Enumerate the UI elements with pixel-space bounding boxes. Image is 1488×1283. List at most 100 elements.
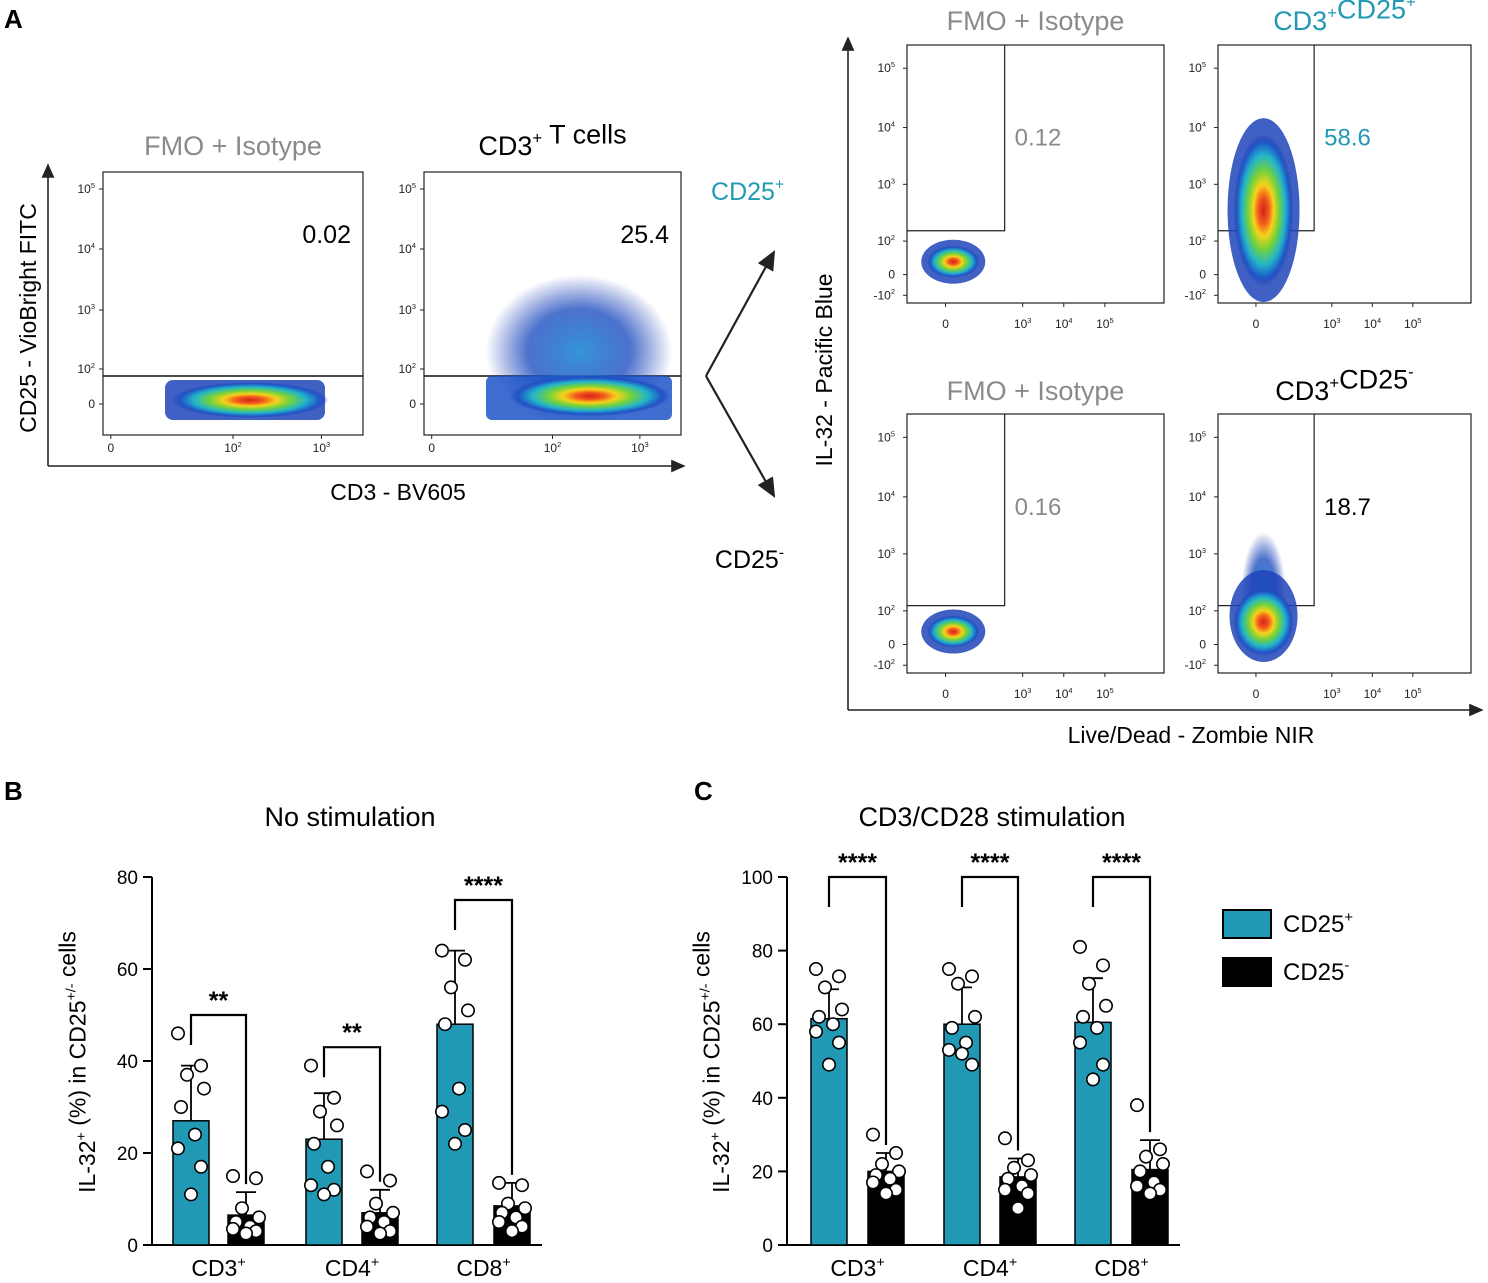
data-point	[1010, 1201, 1025, 1216]
y-tick-label: 102	[1189, 603, 1207, 618]
x-tick-label: 102	[224, 440, 242, 455]
data-point	[1086, 1072, 1101, 1087]
y-tick-label: 104	[78, 241, 96, 256]
gate-box	[907, 45, 1006, 232]
gate-percentage: 0.02	[302, 221, 351, 249]
data-point	[865, 1175, 880, 1190]
branch-label-cd25pos: CD25+	[711, 177, 784, 207]
y-tick-label: 105	[878, 60, 896, 75]
data-point	[1073, 939, 1088, 954]
y-tick-label: 104	[1189, 489, 1207, 504]
y-tick-label: -102	[1185, 657, 1206, 672]
gate-percentage: 18.7	[1324, 494, 1371, 521]
y-tick-label: 103	[78, 302, 96, 317]
data-point	[368, 1196, 383, 1211]
flow-plot-right-1: FMO + Isotype 0.12 105 104 103 102 0 -102 0 103 10…	[874, 6, 1165, 331]
significance-stars: ****	[838, 849, 877, 877]
data-point	[888, 1146, 903, 1161]
gate-box	[907, 414, 1006, 607]
plot-title: CD3+CD25-	[1275, 362, 1413, 406]
significance-bracket	[1091, 875, 1152, 1133]
y-tick-label: 0	[1199, 268, 1206, 282]
legend: CD25+ CD25-	[1222, 909, 1353, 987]
y-tick-label: 80	[117, 868, 138, 889]
data-point	[865, 1127, 880, 1142]
data-point	[320, 1159, 335, 1174]
data-point	[188, 1127, 203, 1142]
category-label: CD8+	[1094, 1254, 1148, 1281]
data-point	[447, 1136, 462, 1151]
y-tick-label: 105	[1189, 429, 1207, 444]
data-point	[950, 976, 965, 991]
x-tick-label: 104	[1055, 316, 1073, 331]
data-point	[808, 1024, 823, 1039]
x-tick-label: 103	[1014, 316, 1032, 331]
x-tick-label: 103	[1323, 316, 1341, 331]
y-axis-label-right: IL-32 - Pacific Blue	[811, 273, 837, 466]
category-label: CD3+	[191, 1254, 245, 1281]
data-point	[197, 1081, 212, 1096]
y-tick-label: 0	[762, 1236, 773, 1257]
plot-frame	[906, 413, 1165, 674]
data-point	[1153, 1142, 1168, 1157]
plot-title: FMO + Isotype	[947, 6, 1125, 36]
data-point	[174, 1100, 189, 1115]
density-cloud	[921, 609, 986, 654]
y-tick-label: -102	[874, 657, 895, 672]
x-tick-label: 105	[1404, 316, 1422, 331]
y-tick-label: 20	[117, 1144, 138, 1165]
data-point	[457, 952, 472, 967]
flow-plot-right-2: CD3+CD25+ 58.6 105 104 103 102 0 -102 0 103 104 105	[1185, 0, 1472, 331]
plot-frame	[906, 44, 1165, 304]
data-point	[997, 1131, 1012, 1146]
plot-title: CD3+CD25+	[1273, 0, 1416, 36]
data-point	[821, 1057, 836, 1072]
data-point	[878, 1186, 893, 1201]
data-point	[437, 1017, 452, 1032]
data-point	[1096, 958, 1111, 973]
data-point	[1139, 1149, 1154, 1164]
y-tick-label: 100	[741, 868, 773, 889]
legend-swatch	[1222, 909, 1272, 939]
data-point	[303, 1178, 318, 1193]
bar-chart-c: CD3/CD28 stimulation IL-32+ (%) in CD25+/…	[689, 802, 1353, 1281]
x-tick-label: 0	[107, 441, 114, 455]
gate-percentage: 0.12	[1015, 125, 1062, 152]
significance-bracket	[960, 875, 1020, 1151]
data-point	[514, 1178, 529, 1193]
y-axis-label: IL-32+ (%) in CD25+/- cells	[55, 931, 100, 1193]
x-tick-label: 105	[1404, 686, 1422, 701]
panel-letter-c: C	[694, 776, 713, 806]
density-core	[172, 382, 328, 418]
data-point	[171, 1026, 186, 1041]
chart-title: No stimulation	[264, 802, 435, 832]
data-point	[964, 1057, 979, 1072]
data-point	[326, 1090, 341, 1105]
significance-bracket	[827, 875, 888, 1145]
gate-percentage: 25.4	[620, 221, 669, 249]
data-point	[306, 1136, 321, 1151]
data-point	[967, 1009, 982, 1024]
data-point	[831, 1035, 846, 1050]
data-point	[491, 1215, 506, 1230]
x-tick-label: 0	[1253, 317, 1260, 331]
branch-label-cd25neg: CD25-	[715, 545, 784, 575]
panel-letter-a: A	[4, 4, 23, 34]
y-tick-label: 80	[752, 942, 773, 963]
data-point	[382, 1173, 397, 1188]
data-point	[235, 1201, 250, 1216]
y-tick-label: 40	[117, 1052, 138, 1073]
panel-letter-b: B	[4, 776, 23, 806]
data-point	[1006, 1160, 1021, 1175]
significance-bracket	[453, 898, 514, 1175]
y-tick-label: 103	[878, 546, 896, 561]
data-point	[252, 1210, 267, 1225]
x-tick-label: 103	[1014, 686, 1032, 701]
data-point	[385, 1205, 400, 1220]
x-tick-label: 0	[1253, 687, 1260, 701]
data-point	[882, 1171, 897, 1186]
data-point	[941, 1042, 956, 1057]
x-tick-label: 105	[1096, 316, 1114, 331]
y-tick-label: 20	[752, 1162, 773, 1183]
plot-frame	[1217, 413, 1472, 674]
